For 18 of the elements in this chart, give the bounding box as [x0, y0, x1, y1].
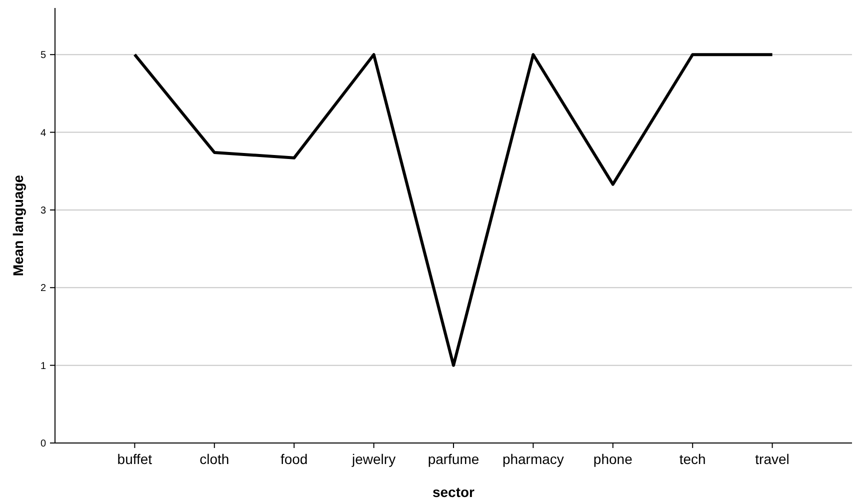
- x-tick-label: cloth: [200, 451, 230, 467]
- y-tick-label: 0: [40, 438, 46, 450]
- x-tick-label: pharmacy: [502, 451, 564, 467]
- x-tick-label: buffet: [117, 451, 152, 467]
- y-tick-label: 1: [40, 360, 46, 372]
- x-tick-label: parfume: [428, 451, 480, 467]
- y-axis-title: Mean language: [10, 174, 26, 276]
- y-tick-label: 3: [40, 205, 46, 216]
- x-tick-label: jewelry: [351, 451, 396, 467]
- y-tick-label: 2: [40, 283, 46, 294]
- y-tick-label: 4: [40, 128, 46, 139]
- x-tick-label: tech: [679, 451, 706, 467]
- y-tick-label: 5: [40, 50, 46, 62]
- x-tick-label: food: [280, 451, 308, 467]
- x-axis-title: sector: [432, 484, 476, 500]
- line-series: [133, 53, 774, 367]
- x-tick-label: phone: [593, 451, 633, 467]
- x-tick-label: travel: [755, 451, 790, 467]
